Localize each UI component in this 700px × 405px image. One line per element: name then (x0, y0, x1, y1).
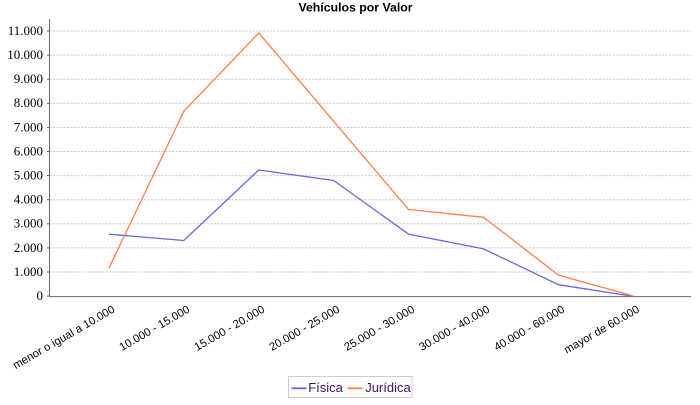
svg-text:7.000: 7.000 (14, 119, 43, 134)
svg-text:2.000: 2.000 (14, 240, 43, 255)
svg-text:Vehículos por Valor: Vehículos por Valor (298, 0, 412, 14)
svg-text:0: 0 (37, 288, 44, 303)
svg-text:6.000: 6.000 (14, 143, 43, 158)
svg-text:Física: Física (308, 380, 343, 395)
svg-text:10.000: 10.000 (7, 47, 43, 62)
svg-text:11.000: 11.000 (8, 23, 43, 38)
svg-text:4.000: 4.000 (14, 192, 43, 207)
svg-text:9.000: 9.000 (14, 71, 43, 86)
svg-text:1.000: 1.000 (14, 264, 43, 279)
svg-text:8.000: 8.000 (14, 95, 43, 110)
svg-text:Jurídica: Jurídica (365, 380, 411, 395)
svg-text:3.000: 3.000 (14, 216, 43, 231)
svg-text:5.000: 5.000 (14, 168, 43, 183)
